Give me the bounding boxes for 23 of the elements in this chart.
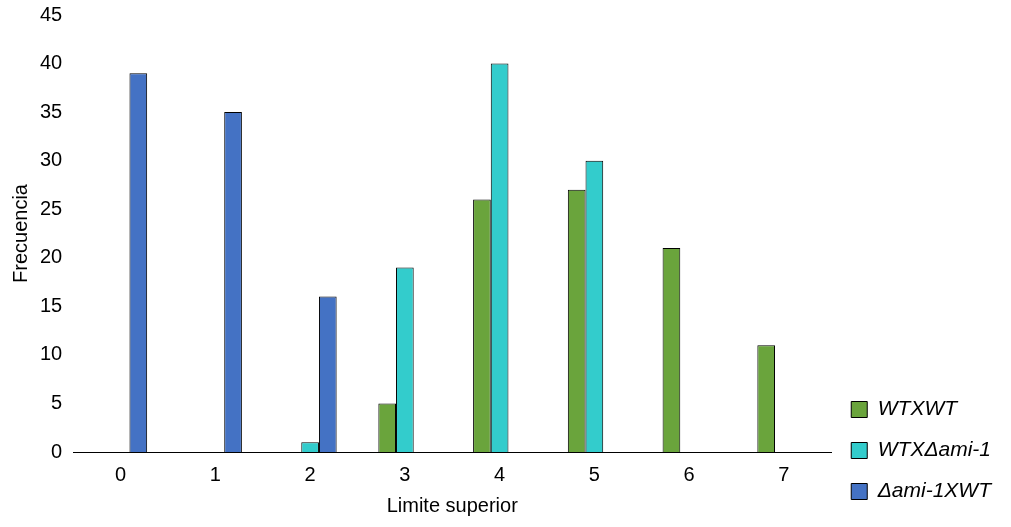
- y-tick-label: 30: [40, 148, 63, 171]
- y-tick-label: 20: [40, 245, 63, 268]
- y-axis-title: Frecuencia: [8, 183, 31, 283]
- x-tick-label: 0: [115, 462, 127, 485]
- x-tick-label: 5: [588, 462, 600, 485]
- legend-label: Δami-1XWT: [876, 478, 994, 502]
- legend-label: WTXWT: [877, 396, 960, 420]
- y-tick-label: 5: [51, 390, 63, 413]
- x-tick-label: 7: [778, 462, 790, 485]
- y-tick-label: 15: [40, 293, 63, 316]
- x-axis-title: Limite superior: [386, 493, 519, 516]
- y-tick-label: 0: [51, 439, 63, 462]
- x-tick-label: 4: [494, 462, 506, 485]
- y-tick-label: 10: [40, 342, 63, 365]
- x-tick-label: 6: [683, 462, 695, 485]
- x-tick-label: 3: [399, 462, 411, 485]
- y-tick-label: 40: [40, 51, 63, 74]
- x-tick-label: 1: [209, 462, 221, 485]
- y-tick-label: 45: [40, 2, 63, 25]
- legend-label: WTXΔami-1: [877, 437, 992, 461]
- y-tick-label: 35: [40, 99, 63, 122]
- x-tick-label: 2: [304, 462, 316, 485]
- y-tick-label: 25: [40, 196, 63, 219]
